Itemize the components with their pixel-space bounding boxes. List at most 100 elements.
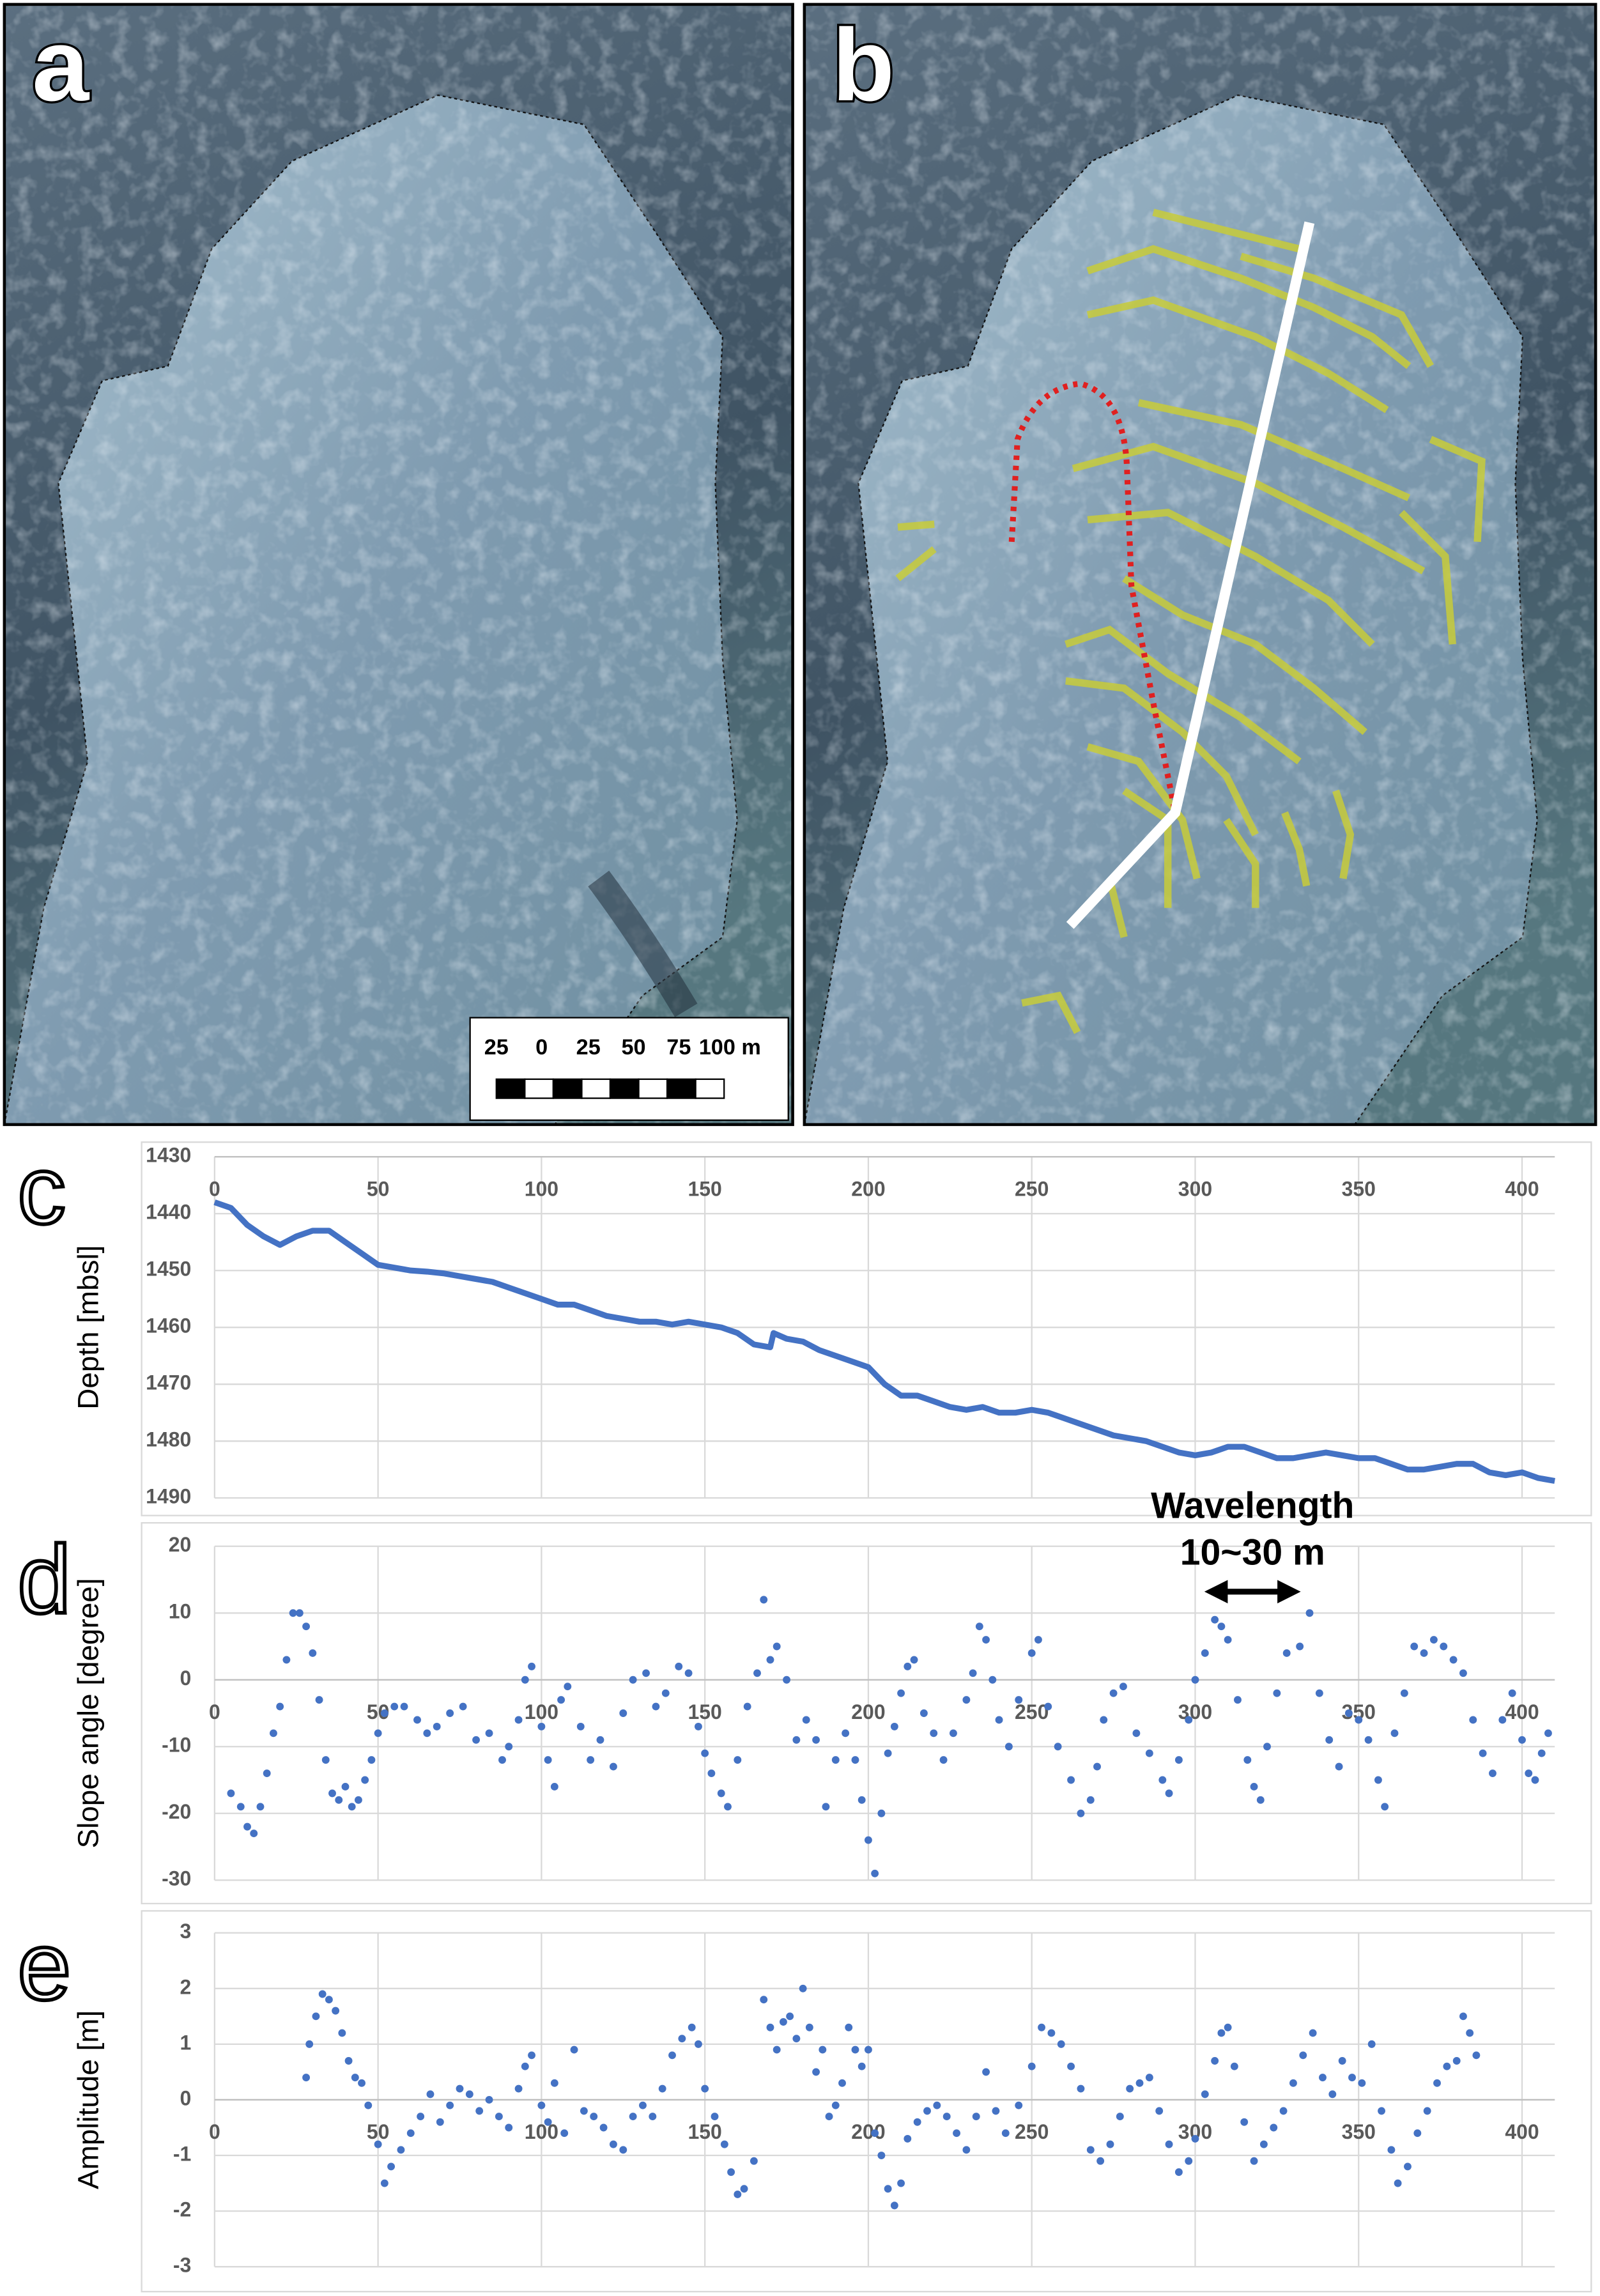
data-point [904,1662,912,1670]
data-point [724,1803,732,1811]
data-point [838,2079,846,2087]
data-point [446,1709,454,1717]
data-point [1459,2012,1467,2021]
data-point [1508,1689,1516,1697]
data-point [773,1642,781,1651]
scale-segment [581,1078,612,1099]
data-point [1469,1716,1477,1724]
panel-letter: a [32,8,90,122]
x-tick-label: 100 [525,2120,558,2143]
data-point [1217,2029,1226,2037]
y-tick-label: 1430 [146,1144,191,1167]
data-point [740,2185,748,2193]
data-point [599,2123,608,2132]
data-point [1344,1709,1353,1717]
data-point [1423,2107,1431,2115]
data-point [227,1789,235,1798]
data-point [1335,1762,1343,1771]
data-point [1096,2157,1105,2165]
y-tick-label: 1480 [146,1428,191,1451]
data-point [1001,2129,1010,2138]
data-point [1443,2062,1451,2070]
data-point [812,2068,820,2076]
data-point [1224,2023,1232,2031]
scale-label: 25 [576,1035,601,1059]
ridge-line [1122,575,1367,736]
data-point [1093,1762,1101,1771]
x-tick-label: 0 [209,1177,220,1200]
x-tick-label: 50 [367,1177,390,1200]
data-point [1057,2040,1065,2048]
map-texture [4,4,793,1125]
data-point [305,2040,314,2048]
data-point [269,1729,277,1737]
data-point [792,2035,801,2043]
data-point [557,1696,565,1704]
data-point [995,1716,1003,1724]
data-point [802,1716,810,1724]
scale-bar: 25 0 25 50 75 100 m [484,1035,761,1099]
x-tick-label: 150 [688,2120,721,2143]
y-tick-label: 10 [169,1600,192,1623]
data-point [766,2023,774,2031]
data-point [325,1996,333,2004]
data-point [734,2191,742,2198]
data-point [1544,1729,1552,1737]
data-point [717,1789,725,1798]
data-point [1452,2057,1461,2065]
data-point [537,1722,546,1730]
scale-label: 100 m [699,1035,761,1059]
data-point [505,1743,513,1751]
data-point [734,1756,742,1764]
data-point [1394,2179,1402,2187]
data-point [1126,2084,1134,2093]
data-point [982,2068,990,2076]
data-point [426,2090,435,2099]
data-point [1201,2090,1209,2099]
ridge-line [1137,399,1411,502]
data-point [1270,2123,1278,2132]
data-point [1378,2107,1385,2115]
data-point [544,2118,552,2126]
data-point [1211,1615,1219,1624]
data-point [871,1869,879,1877]
data-point [312,2012,320,2021]
data-point [332,2007,340,2015]
data-point [720,2140,728,2148]
data-point [1250,2157,1258,2165]
data-point [858,1796,866,1804]
data-point [1479,1749,1487,1757]
data-point [1413,2129,1422,2138]
data-point [988,1676,997,1684]
data-point [930,1729,938,1737]
data-point [1518,1736,1526,1744]
data-point [380,2179,388,2187]
data-point [1355,1716,1363,1724]
data-point [1015,1696,1023,1704]
data-point [1109,1689,1118,1697]
data-point [661,1689,670,1697]
data-point [1191,1676,1199,1684]
data-point [1086,1796,1095,1804]
data-point [760,1996,768,2004]
data-point [1243,1756,1252,1764]
data-point [1015,2101,1023,2109]
data-point [1185,2157,1193,2165]
data-point [1047,2029,1056,2037]
data-point [1077,1809,1085,1817]
profile-line [1066,221,1315,929]
chart-frame [141,1522,1592,1905]
panel-frame [803,3,1597,1127]
data-point [1224,1636,1232,1644]
data-point [1449,1656,1458,1664]
data-point [590,2113,598,2121]
data-point [975,1622,983,1631]
data-point [897,1689,905,1697]
ridge-line [897,520,935,531]
data-point [884,1749,892,1757]
data-point [799,1984,807,1992]
data-point [923,2107,931,2115]
data-point [550,2079,558,2087]
data-point [962,1696,971,1704]
data-point [1282,1649,1291,1657]
